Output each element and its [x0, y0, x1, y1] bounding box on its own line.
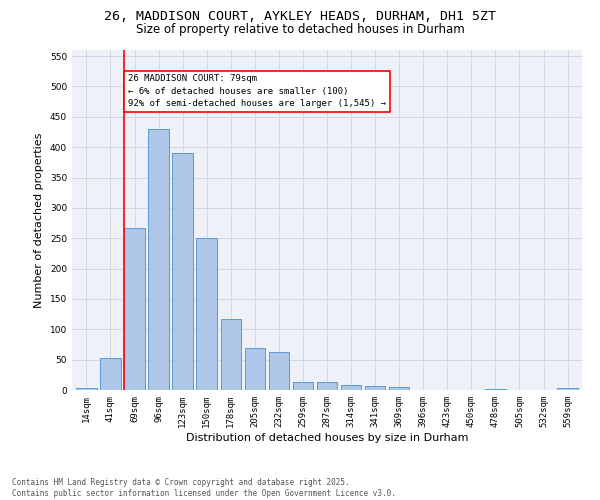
Text: Contains HM Land Registry data © Crown copyright and database right 2025.
Contai: Contains HM Land Registry data © Crown c… [12, 478, 396, 498]
X-axis label: Distribution of detached houses by size in Durham: Distribution of detached houses by size … [186, 432, 468, 442]
Bar [172, 153, 193, 390]
Bar [100, 358, 121, 390]
Text: 26, MADDISON COURT, AYKLEY HEADS, DURHAM, DH1 5ZT: 26, MADDISON COURT, AYKLEY HEADS, DURHAM… [104, 10, 496, 23]
Text: Size of property relative to detached houses in Durham: Size of property relative to detached ho… [136, 22, 464, 36]
Bar [365, 386, 385, 390]
Bar [221, 319, 241, 390]
Bar [317, 382, 337, 390]
Bar [196, 238, 217, 390]
Text: 26 MADDISON COURT: 79sqm
← 6% of detached houses are smaller (100)
92% of semi-d: 26 MADDISON COURT: 79sqm ← 6% of detache… [128, 74, 386, 108]
Bar [124, 228, 145, 390]
Bar [148, 129, 169, 390]
Bar [76, 388, 97, 390]
Bar [245, 348, 265, 390]
Bar [293, 382, 313, 390]
Y-axis label: Number of detached properties: Number of detached properties [34, 132, 44, 308]
Bar [341, 384, 361, 390]
Bar [269, 352, 289, 390]
Bar [389, 387, 409, 390]
Bar [557, 388, 578, 390]
